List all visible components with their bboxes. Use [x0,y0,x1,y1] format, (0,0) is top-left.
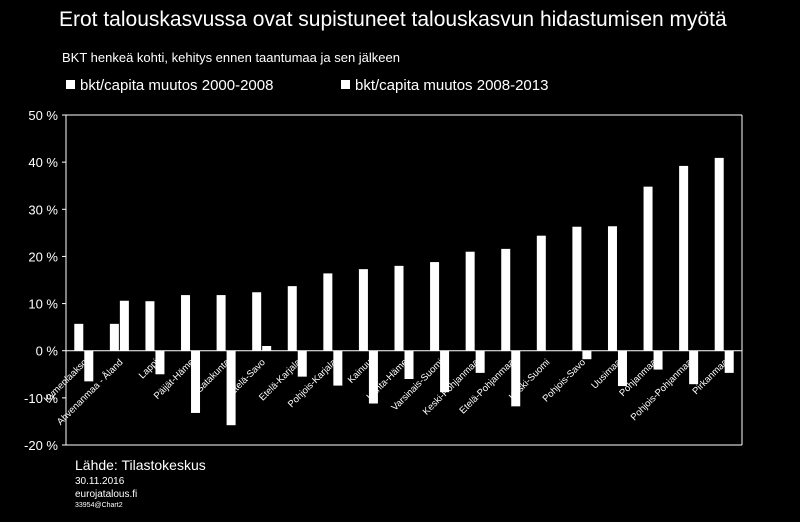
bar-series-1 [74,323,84,351]
bar-series-2 [404,350,414,379]
bar-series-1 [643,186,653,351]
y-tick-label: -20 % [24,438,58,453]
source-note: Lähde: Tilastokeskus [75,457,206,473]
bar-series-1 [358,269,368,351]
bar-series-2 [511,350,521,407]
bar-series-2 [440,350,450,393]
legend-label-series-1: bkt/capita muutos 2000-2008 [80,77,274,94]
chart-axes [62,114,743,446]
bar-series-2 [297,350,307,377]
y-tick-label: 0 % [36,344,59,359]
bar-series-1 [679,165,689,351]
bar-series-1 [607,226,617,351]
bar-series-1 [394,265,404,351]
bar-series-1 [714,157,724,351]
bar-series-1 [216,295,226,351]
bar-series-2 [653,350,663,370]
bar-series-1 [572,226,582,351]
bar-series-1 [181,295,191,351]
legend-label-series-2: bkt/capita muutos 2008-2013 [355,77,549,94]
bar-series-2 [724,350,734,373]
y-tick-label: 40 % [28,155,58,170]
bar-series-2 [226,350,236,426]
bar-series-2 [689,350,699,385]
bar-series-1 [536,235,546,351]
y-tick-label: -10 % [24,391,58,406]
bar-series-1 [430,262,440,351]
chart-code: 33954@Chart2 [75,502,123,509]
chart-title: Erot talouskasvussa ovat supistuneet tal… [59,8,727,31]
chart-labels: -20 %-10 %0 %10 %20 %30 %40 %50 %Kymenla… [24,108,731,453]
bar-series-1 [287,286,297,351]
y-tick-label: 20 % [28,249,58,264]
legend-item-series-1: bkt/capita muutos 2000-2008 [66,77,273,94]
legend-item-series-2: bkt/capita muutos 2008-2013 [341,77,548,94]
bar-series-1 [323,273,333,351]
bar-series-2 [191,350,201,413]
bar-series-1 [145,301,155,351]
bar-series-1 [501,248,511,351]
y-tick-label: 30 % [28,202,58,217]
bar-series-1 [109,323,119,351]
date-note: 30.11.2016 [75,476,125,487]
bar-series-2 [155,350,165,375]
bar-series-2 [333,350,343,386]
y-tick-label: 50 % [28,108,58,123]
chart-bars [74,157,734,426]
bar-series-1 [252,292,262,351]
legend-swatch-series-1 [66,80,75,89]
site-note: eurojatalous.fi [75,489,138,500]
bar-series-2 [84,350,94,382]
chart-subtitle: BKT henkeä kohti, kehitys ennen taantuma… [62,50,400,65]
legend-swatch-series-2 [341,80,350,89]
bar-series-2 [262,346,272,351]
bar-series-2 [368,350,378,404]
bar-series-1 [465,251,475,351]
bar-series-2 [582,350,592,360]
bar-series-2 [617,350,627,387]
bar-series-2 [119,300,129,351]
y-tick-label: 10 % [28,297,58,312]
bar-series-2 [475,350,485,373]
